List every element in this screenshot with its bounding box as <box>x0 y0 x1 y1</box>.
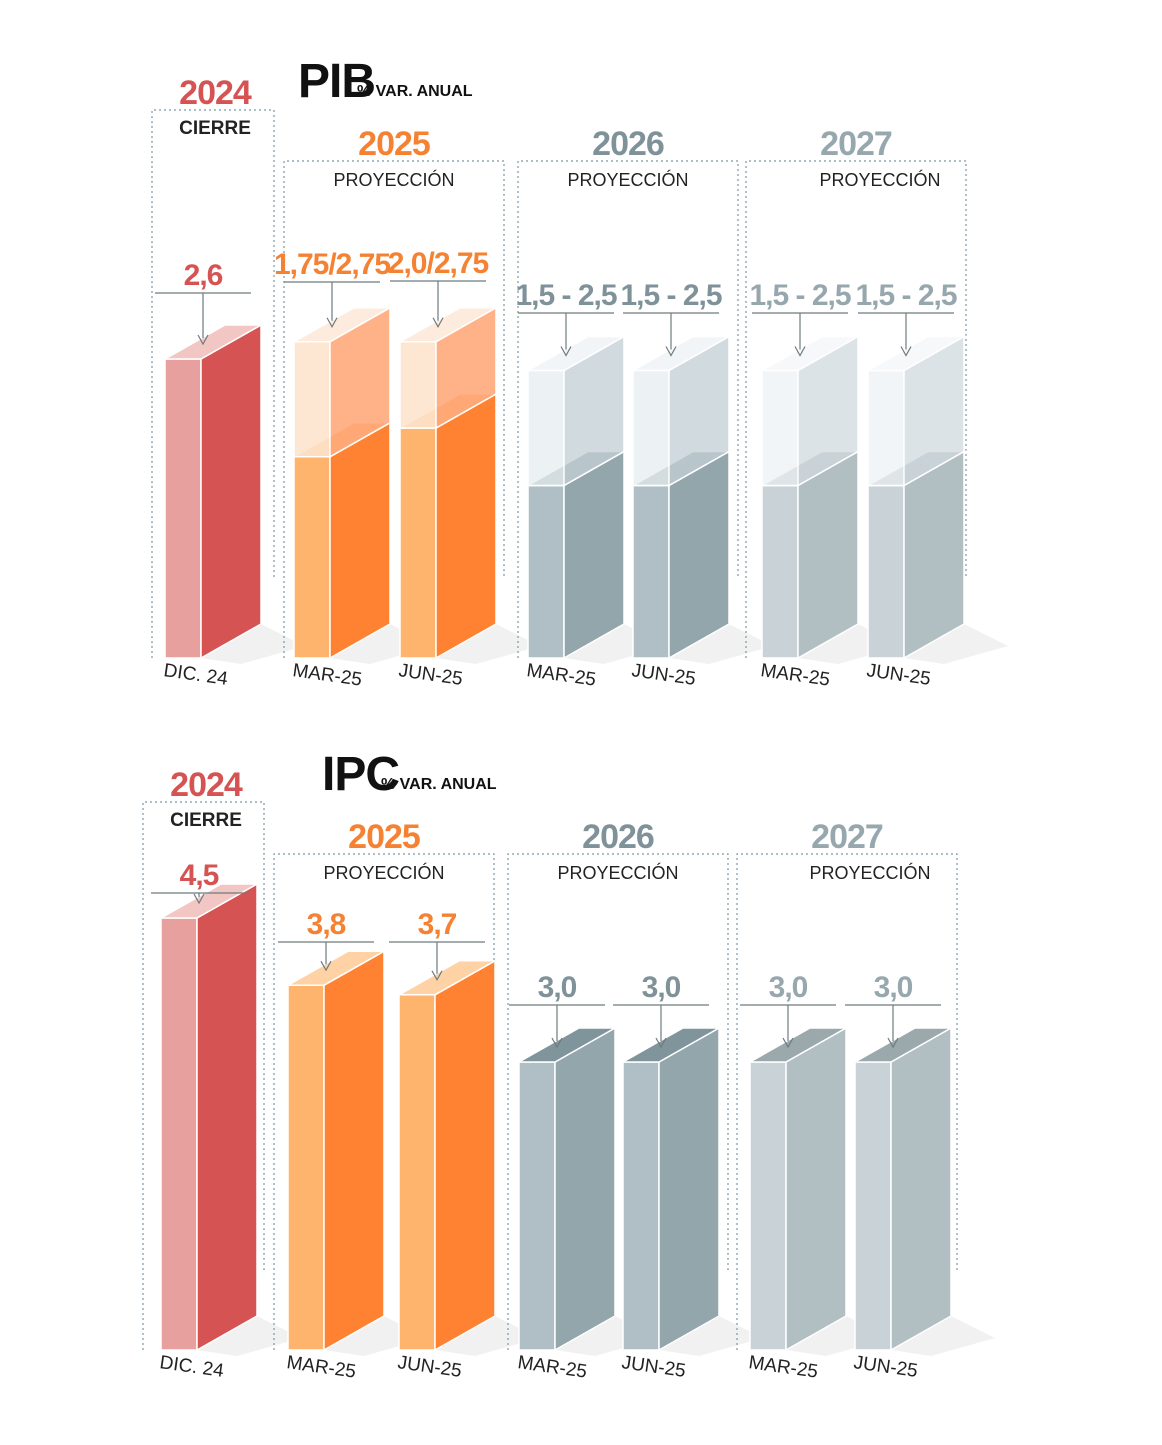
value-callout: 1,5 - 2,5 <box>515 279 618 357</box>
category-label: JUN-25 <box>620 1352 687 1382</box>
value-callout: 3,8 <box>278 908 374 972</box>
chart-title: PIB <box>298 55 375 108</box>
value-callout: 4,5 <box>151 859 247 905</box>
bar-2024-dic-24 <box>162 323 305 664</box>
bar-2026-jun-25 <box>630 450 773 664</box>
value-callout: 2,0/2,75 <box>388 247 490 328</box>
data-label: 4,5 <box>180 859 219 892</box>
value-callout: 3,0 <box>740 971 836 1049</box>
category-label: DIC. 24 <box>158 1352 225 1382</box>
group-sublabel: PROYECCIÓN <box>557 862 678 883</box>
category-label: MAR-25 <box>516 1352 588 1382</box>
data-label: 3,0 <box>769 971 808 1004</box>
year-label: 2026 <box>582 818 654 856</box>
chart-subtitle: % VAR. ANUAL <box>357 83 473 100</box>
value-callout: 3,0 <box>845 971 941 1049</box>
year-label: 2024 <box>179 74 252 112</box>
bar-2025-jun-25 <box>397 392 540 664</box>
bar-2025-jun-25 <box>396 959 539 1356</box>
group-sublabel: PROYECCIÓN <box>333 169 454 190</box>
category-label: MAR-25 <box>525 660 597 690</box>
bar-2025-mar-25 <box>285 949 428 1356</box>
year-label: 2026 <box>592 125 664 163</box>
group-2024: 2024 CIERRE <box>151 74 305 664</box>
value-callout: 1,5 - 2,5 <box>749 279 852 357</box>
data-label: 1,5 - 2,5 <box>515 279 616 312</box>
data-label: 3,0 <box>874 971 913 1004</box>
group-2026: 2026 PROYECCIÓN <box>517 125 773 664</box>
category-label: JUN-25 <box>396 1352 463 1382</box>
group-2025: 2025 PROYECCIÓN <box>273 818 539 1356</box>
category-label: MAR-25 <box>291 660 363 690</box>
bar-2026-jun-25 <box>620 1026 763 1356</box>
data-label: 1,5 - 2,5 <box>749 279 850 312</box>
group-2024: 2024 CIERRE <box>142 766 301 1356</box>
value-callout: 1,5 - 2,5 <box>620 279 723 357</box>
bar-2026-jun-25-range <box>630 335 732 487</box>
category-label: MAR-25 <box>747 1352 819 1382</box>
bar-2027-jun-25-range <box>865 335 967 487</box>
data-label: 1,5 - 2,5 <box>620 279 721 312</box>
group-sublabel: PROYECCIÓN <box>809 862 930 883</box>
category-label: JUN-25 <box>865 660 932 690</box>
category-label: JUN-25 <box>397 660 464 690</box>
bar-2024-dic-24 <box>158 882 301 1356</box>
chart-subtitle: % VAR. ANUAL <box>381 776 497 793</box>
bar-2027-mar-25-range <box>759 335 861 487</box>
category-label: JUN-25 <box>630 660 697 690</box>
data-label: 3,0 <box>538 971 577 1004</box>
year-label: 2027 <box>811 818 883 856</box>
data-label: 2,6 <box>184 259 223 292</box>
bar-2025-mar-25-range <box>291 306 393 459</box>
data-label: 3,0 <box>642 971 681 1004</box>
group-2026: 2026 PROYECCIÓN <box>507 818 763 1356</box>
value-callout: 3,7 <box>389 908 485 982</box>
group-sublabel: CIERRE <box>170 810 242 831</box>
group-2025: 2025 PROYECCIÓN <box>283 125 540 664</box>
group-sublabel: PROYECCIÓN <box>567 169 688 190</box>
value-callout: 3,0 <box>613 971 709 1049</box>
category-label: MAR-25 <box>759 660 831 690</box>
category-label: MAR-25 <box>285 1352 357 1382</box>
year-label: 2025 <box>358 125 430 163</box>
bar-2025-jun-25-range <box>397 306 499 430</box>
value-callout: 2,6 <box>155 259 251 346</box>
value-callout: 1,75/2,75 <box>274 248 391 328</box>
category-label: JUN-25 <box>852 1352 919 1382</box>
value-callout: 1,5 - 2,5 <box>855 279 958 357</box>
group-2027: 2027 PROYECCIÓN <box>736 818 995 1356</box>
group-sublabel: PROYECCIÓN <box>323 862 444 883</box>
value-callout: 3,0 <box>509 971 605 1049</box>
bar-2026-mar-25-range <box>525 335 627 487</box>
bar-2027-jun-25 <box>852 1026 995 1356</box>
group-sublabel: CIERRE <box>179 118 251 139</box>
group-sublabel: PROYECCIÓN <box>819 169 940 190</box>
data-label: 1,5 - 2,5 <box>855 279 956 312</box>
data-label: 1,75/2,75 <box>274 248 390 281</box>
data-label: 2,0/2,75 <box>388 247 489 280</box>
category-label: DIC. 24 <box>162 660 229 690</box>
year-label: 2025 <box>348 818 420 856</box>
chart-title: IPC <box>322 748 399 801</box>
data-label: 3,8 <box>307 908 346 941</box>
year-label: 2024 <box>170 766 243 804</box>
group-2027: 2027 PROYECCIÓN <box>745 125 1008 664</box>
year-label: 2027 <box>820 125 892 163</box>
data-label: 3,7 <box>418 908 457 941</box>
